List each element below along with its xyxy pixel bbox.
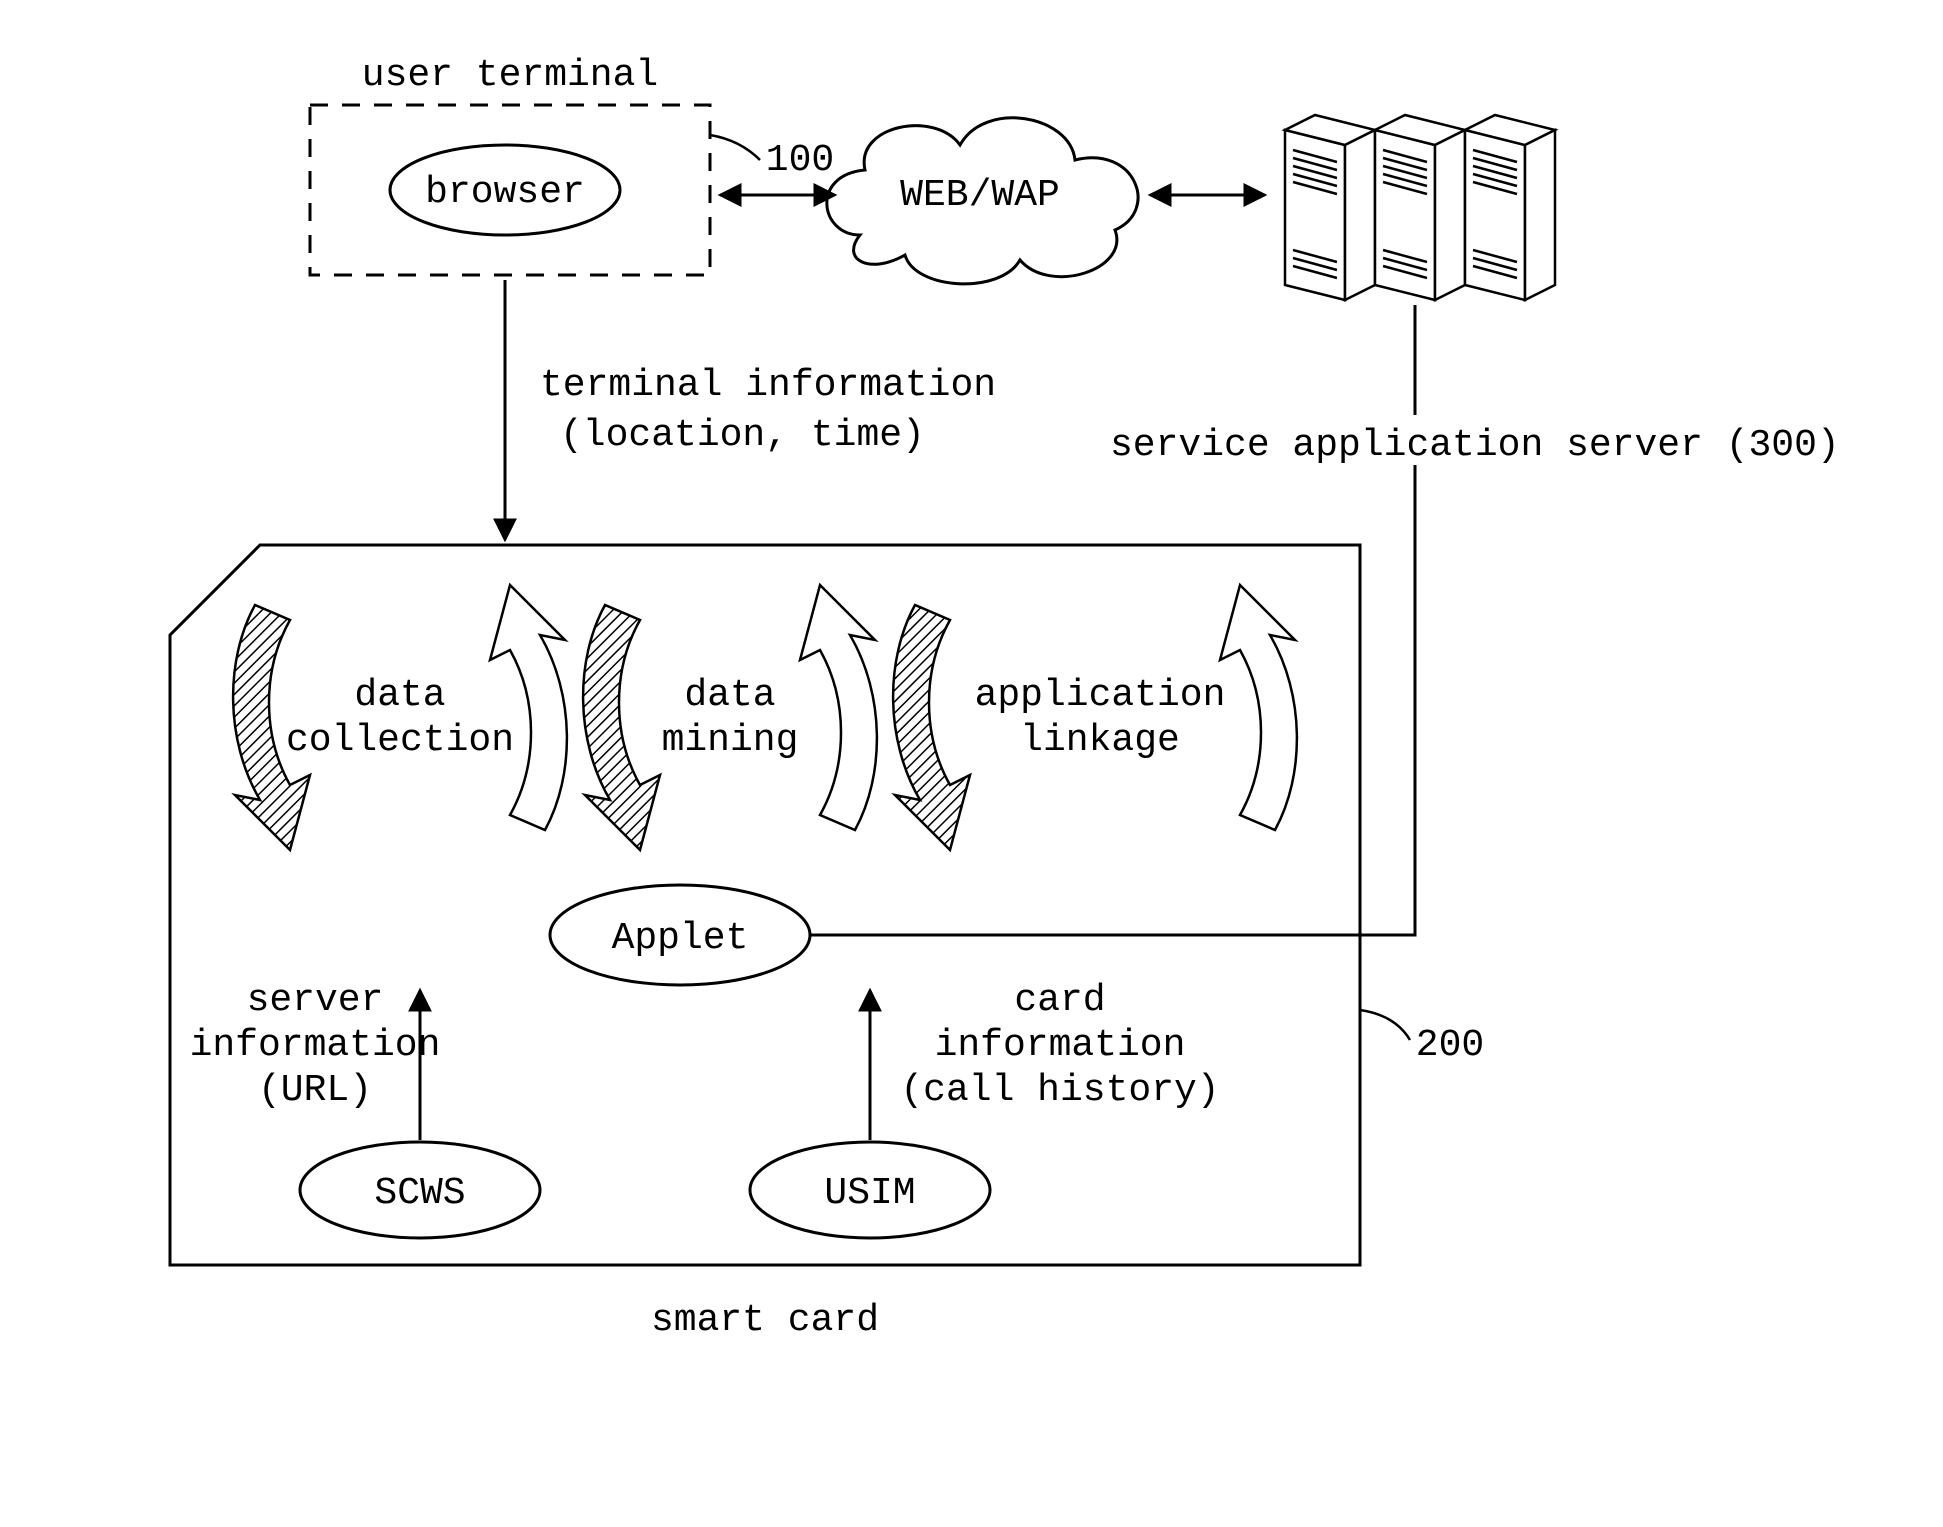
webwap-label: WEB/WAP [900,174,1060,217]
server-info-l2: information [190,1024,441,1067]
data-collection-l1: data [354,674,445,717]
data-mining-l1: data [684,674,775,717]
user-terminal-title: user terminal [362,54,658,97]
server-info-l3: (URL) [258,1069,372,1112]
data-mining-l2: mining [662,719,799,762]
ref-100: 100 [766,139,834,182]
server-info-l1: server [247,979,384,1022]
browser-label: browser [425,171,585,214]
server-rack-icon [1285,115,1555,300]
card-info-l2: information [935,1024,1186,1067]
data-collection-l2: collection [286,719,514,762]
usim-label: USIM [824,1172,915,1215]
card-info-l3: (call history) [900,1069,1219,1112]
ref-200-leader [1360,1010,1410,1040]
app-linkage-l2: linkage [1020,719,1180,762]
ref-100-leader [710,135,760,160]
terminal-info-l1: terminal information [540,364,996,407]
smart-card-label: smart card [651,1299,879,1342]
scws-label: SCWS [374,1172,465,1215]
card-info-l1: card [1014,979,1105,1022]
ref-200: 200 [1416,1024,1484,1067]
service-app-server-label: service application server (300) [1110,424,1840,467]
applet-label: Applet [612,917,749,960]
terminal-info-l2: (location, time) [560,414,925,457]
app-linkage-l1: application [975,674,1226,717]
